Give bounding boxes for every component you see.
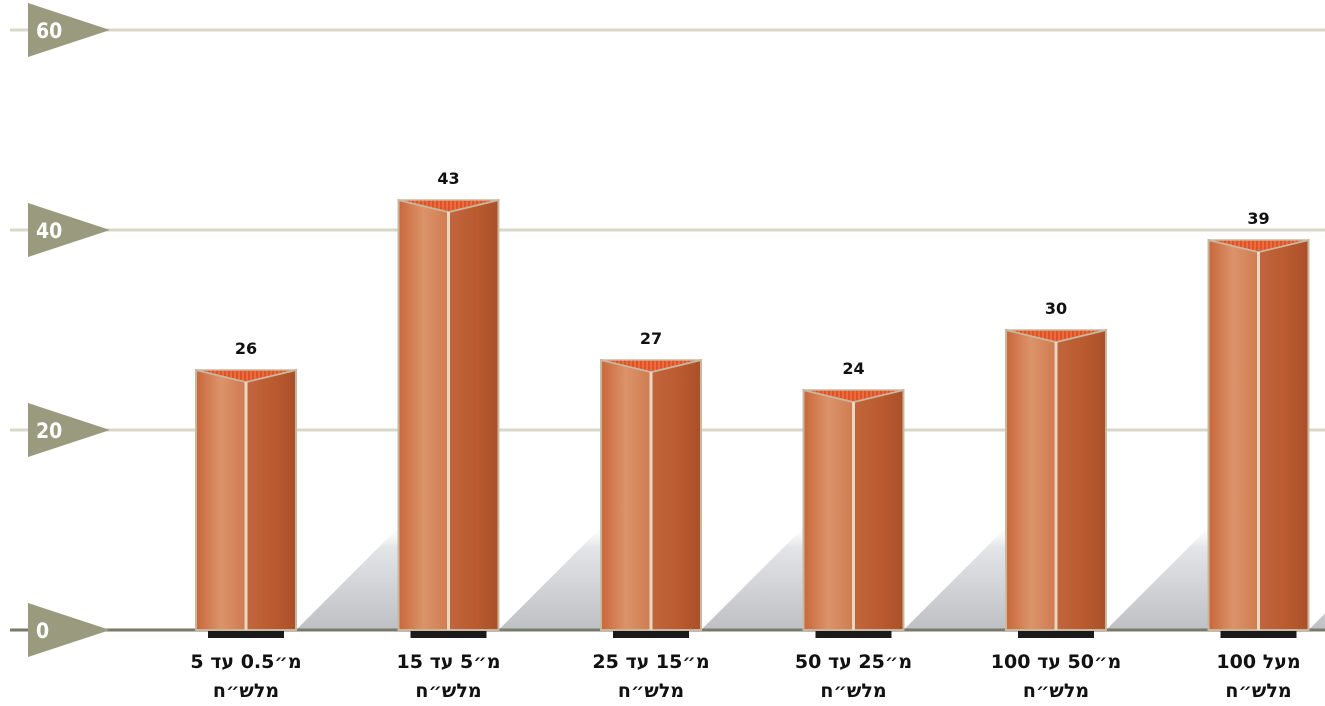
data-label: 30 (1045, 299, 1067, 318)
bar-base-block (208, 631, 284, 638)
y-tick-label: 20 (36, 419, 62, 443)
bar-face-left (195, 368, 247, 631)
x-tick-label: מלש״ח (415, 680, 481, 702)
bar-face-right (852, 388, 905, 631)
x-tick-label: מ״50 עד 100 (991, 651, 1121, 673)
bar-face-left (802, 388, 855, 631)
bar-face-right (650, 358, 702, 631)
bar-top (600, 359, 702, 373)
x-tick-label: מ״5 עד 15 (397, 651, 501, 673)
bar-top (398, 199, 499, 213)
x-tick-label: מ״25 עד 50 (795, 651, 912, 673)
bar-face-right (1055, 328, 1107, 631)
bar-base-block (1220, 631, 1297, 638)
bar-top (1208, 239, 1309, 253)
x-tick-label: מ״15 עד 25 (592, 651, 709, 673)
data-label: 43 (437, 169, 459, 188)
data-label: 26 (235, 339, 257, 358)
y-tick-label: 60 (36, 19, 62, 43)
bar-face-left (1207, 238, 1260, 631)
bar-shadow (1308, 613, 1325, 630)
bar-face-right (447, 198, 500, 631)
y-tick-label: 40 (36, 219, 62, 243)
y-tick-marker-40 (28, 203, 110, 257)
bar-face-left (1005, 328, 1057, 631)
bar-face-right (245, 368, 297, 631)
bar-base-block (815, 631, 892, 638)
x-tick-label: מלש״ח (1225, 680, 1291, 702)
data-label: 39 (1247, 209, 1269, 228)
x-tick-label: מלש״ח (618, 680, 684, 702)
bar-base-block (410, 631, 487, 638)
bar-face-left (397, 198, 450, 631)
bar-top (195, 369, 297, 383)
x-tick-label: מלש״ח (1023, 680, 1089, 702)
x-tick-label: מלש״ח (213, 680, 279, 702)
bar-top (1005, 329, 1107, 343)
x-tick-label: מעל 100 (1216, 651, 1300, 673)
bar-base-block (613, 631, 689, 638)
data-label: 27 (640, 329, 662, 348)
bar-face-left (600, 358, 652, 631)
data-label: 24 (842, 359, 864, 378)
y-tick-marker-0 (28, 603, 110, 657)
x-tick-label: מ״0.5 עד 5 (190, 651, 301, 673)
x-tick-label: מלש״ח (820, 680, 886, 702)
bar-base-block (1018, 631, 1094, 638)
y-tick-marker-20 (28, 403, 110, 457)
y-tick-marker-60 (28, 3, 110, 57)
bar-top (803, 389, 904, 403)
y-tick-label: 0 (36, 619, 49, 643)
bar-face-right (1257, 238, 1310, 631)
